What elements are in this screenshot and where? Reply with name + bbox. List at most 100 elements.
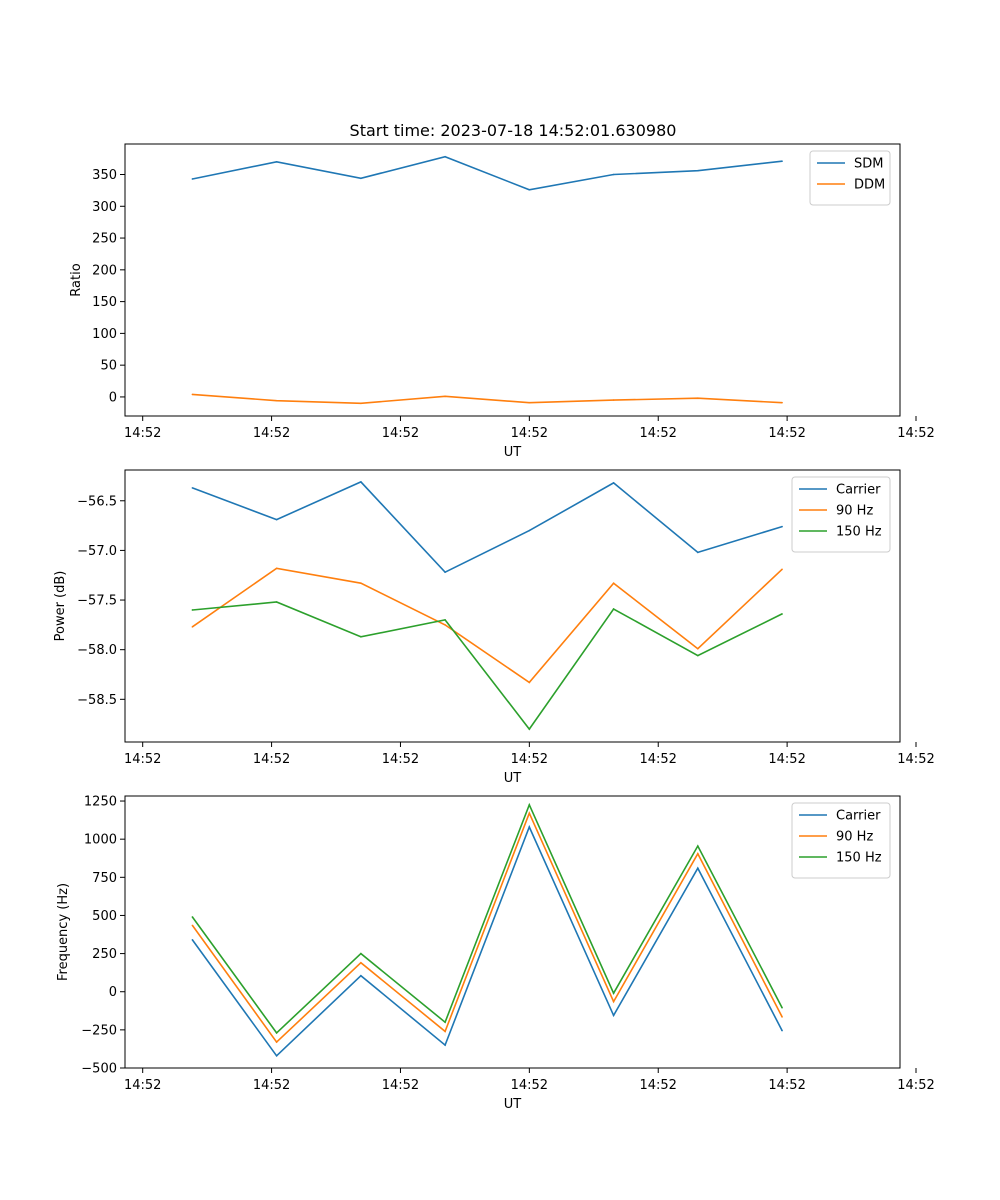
y-tick-label: −57.0 [77, 544, 117, 559]
y-axis-label: Ratio [69, 263, 84, 296]
legend-label: Carrier [836, 483, 881, 498]
data-point [191, 609, 194, 611]
data-point [360, 974, 362, 977]
data-point [697, 852, 699, 855]
data-point [444, 1030, 446, 1033]
data-point [781, 1016, 783, 1018]
data-point [697, 654, 699, 657]
y-tick-label: −56.5 [77, 494, 117, 509]
data-point [191, 487, 194, 489]
data-point [528, 529, 531, 532]
data-point [275, 518, 278, 521]
x-tick-label: 14:52 [511, 426, 548, 441]
y-tick-label: 250 [92, 232, 117, 247]
y-tick-label: −58.5 [77, 693, 117, 708]
data-point [360, 952, 362, 955]
x-tick-label: 14:52 [768, 426, 805, 441]
x-tick-label: 14:52 [768, 752, 805, 767]
series-line-carrier [192, 480, 783, 574]
y-tick-label: −250 [81, 1023, 117, 1038]
chart-panel-1: 14:52 14:52 14:52 14:52 14:52 14:52 14:52 0 50 10… [69, 143, 935, 460]
data-point [612, 1014, 615, 1017]
legend-box [809, 150, 891, 206]
data-point [360, 635, 362, 638]
plot-frame [124, 143, 901, 417]
y-axis-label: Power (dB) [53, 571, 68, 642]
data-point [528, 681, 531, 684]
data-point [781, 401, 783, 404]
data-point [528, 188, 531, 191]
y-tick-label: 300 [92, 200, 117, 215]
data-point [528, 826, 531, 828]
data-point [528, 812, 531, 815]
data-point [697, 551, 699, 554]
data-point [697, 169, 699, 172]
y-tick-label: 200 [92, 263, 117, 278]
data-point [697, 845, 699, 847]
data-point [612, 608, 615, 610]
legend-label: SDM [854, 157, 883, 172]
x-tick-label: 14:52 [768, 1078, 805, 1093]
data-point [612, 399, 615, 401]
chart-panel-2: 14:52 14:52 14:52 14:52 14:52 14:52 14:52 −58.5… [53, 469, 935, 786]
data-point [697, 867, 699, 869]
data-point [612, 992, 615, 995]
data-point [360, 582, 362, 584]
y-tick-label: 100 [92, 327, 117, 342]
plot-frame [124, 795, 901, 1069]
y-tick-label: 0 [109, 390, 117, 405]
data-point [697, 647, 699, 650]
y-tick-label: 50 [100, 359, 117, 374]
x-tick-label: 14:52 [897, 752, 934, 767]
data-point [360, 177, 362, 180]
y-tick-label: 350 [92, 168, 117, 183]
x-tick-label: 14:52 [511, 1078, 548, 1093]
data-point [781, 1029, 783, 1032]
y-tick-label: −500 [81, 1062, 117, 1077]
data-point [528, 728, 531, 730]
x-tick-label: 14:52 [253, 1078, 290, 1093]
data-point [612, 1000, 615, 1003]
legend-label: Carrier [836, 809, 881, 824]
data-point [444, 395, 446, 398]
x-tick-label: 14:52 [253, 426, 290, 441]
y-tick-label: 500 [92, 909, 117, 924]
x-tick-label: 14:52 [253, 752, 290, 767]
data-point [612, 173, 615, 176]
x-tick-label: 14:52 [124, 1078, 161, 1093]
data-point [191, 178, 194, 180]
data-point [612, 482, 615, 484]
data-point [444, 619, 446, 621]
x-tick-label: 14:52 [639, 426, 676, 441]
legend-label: 150 Hz [836, 851, 882, 866]
plots: 14:52 14:52 14:52 14:52 14:52 14:52 14:52 0 50 10… [53, 143, 935, 1112]
legend-box [791, 476, 891, 553]
x-tick-label: 14:52 [382, 426, 419, 441]
data-point [528, 401, 531, 404]
data-point [444, 155, 446, 158]
plot-frame [124, 469, 901, 743]
data-point [781, 525, 783, 528]
legend-label: DDM [854, 178, 885, 193]
x-tick-label: 14:52 [124, 426, 161, 441]
data-point [444, 571, 446, 574]
data-point [360, 402, 362, 405]
data-point [275, 601, 278, 603]
x-tick-label: 14:52 [897, 1078, 934, 1093]
data-point [697, 397, 699, 400]
y-tick-label: −58.0 [77, 643, 117, 658]
legend-label: 90 Hz [836, 830, 873, 845]
x-tick-label: 14:52 [639, 1078, 676, 1093]
data-point [360, 481, 362, 483]
data-point [612, 582, 615, 584]
series-line-sdm [192, 155, 783, 191]
data-point [191, 924, 194, 927]
data-point [275, 399, 278, 402]
x-tick-label: 14:52 [382, 752, 419, 767]
data-point [191, 916, 194, 918]
x-tick-label: 14:52 [511, 752, 548, 767]
data-point [781, 1006, 783, 1009]
data-point [444, 1044, 446, 1046]
data-point [275, 567, 278, 570]
